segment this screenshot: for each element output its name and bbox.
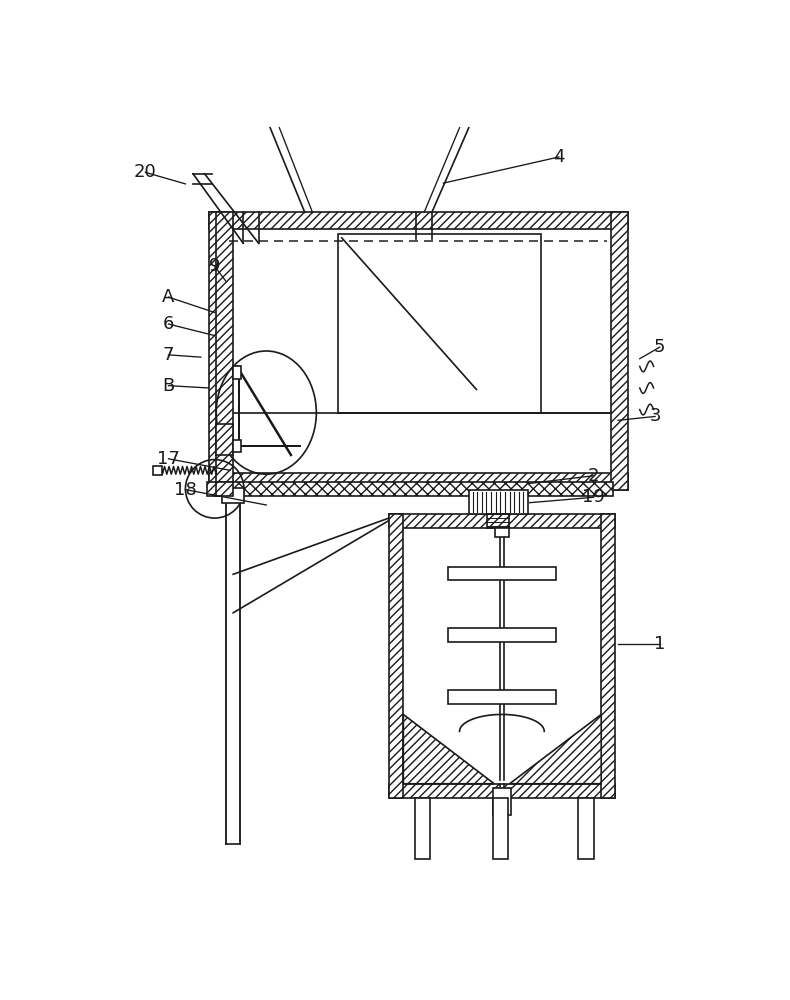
Bar bbox=[216, 424, 233, 455]
Text: B: B bbox=[163, 377, 175, 395]
Bar bbox=[209, 473, 628, 490]
Text: 5: 5 bbox=[654, 338, 665, 356]
Bar bbox=[389, 514, 615, 528]
Bar bbox=[493, 788, 511, 815]
Bar bbox=[223, 488, 244, 503]
Text: 4: 4 bbox=[553, 148, 565, 166]
Bar bbox=[233, 440, 241, 452]
Bar bbox=[338, 234, 541, 413]
Bar bbox=[404, 528, 601, 784]
Bar bbox=[216, 212, 233, 490]
Bar bbox=[225, 229, 611, 473]
Polygon shape bbox=[510, 714, 601, 784]
Text: 18: 18 bbox=[174, 481, 197, 499]
Bar bbox=[495, 528, 509, 537]
Bar bbox=[209, 212, 628, 229]
Text: 9: 9 bbox=[209, 257, 220, 275]
Bar bbox=[207, 482, 223, 496]
Bar bbox=[601, 514, 615, 798]
Text: 20: 20 bbox=[134, 163, 156, 181]
Polygon shape bbox=[404, 714, 495, 784]
Text: 3: 3 bbox=[649, 407, 661, 425]
Bar bbox=[216, 482, 233, 496]
Bar bbox=[415, 798, 431, 859]
Text: 17: 17 bbox=[157, 450, 180, 468]
Text: 1: 1 bbox=[654, 635, 665, 653]
Text: 6: 6 bbox=[163, 315, 174, 333]
Text: 2: 2 bbox=[588, 467, 600, 485]
Text: A: A bbox=[162, 288, 175, 306]
Bar bbox=[233, 366, 241, 379]
Text: 19: 19 bbox=[582, 488, 605, 506]
Bar bbox=[389, 514, 404, 798]
Bar bbox=[153, 466, 162, 475]
Bar bbox=[468, 490, 528, 514]
Bar bbox=[493, 798, 508, 859]
Text: 7: 7 bbox=[163, 346, 175, 364]
Bar bbox=[215, 482, 613, 496]
Bar bbox=[209, 212, 225, 490]
Bar bbox=[578, 798, 593, 859]
Bar bbox=[611, 212, 628, 490]
Bar bbox=[448, 690, 556, 704]
Bar bbox=[448, 567, 556, 580]
Bar bbox=[448, 628, 556, 642]
Bar bbox=[389, 784, 615, 798]
